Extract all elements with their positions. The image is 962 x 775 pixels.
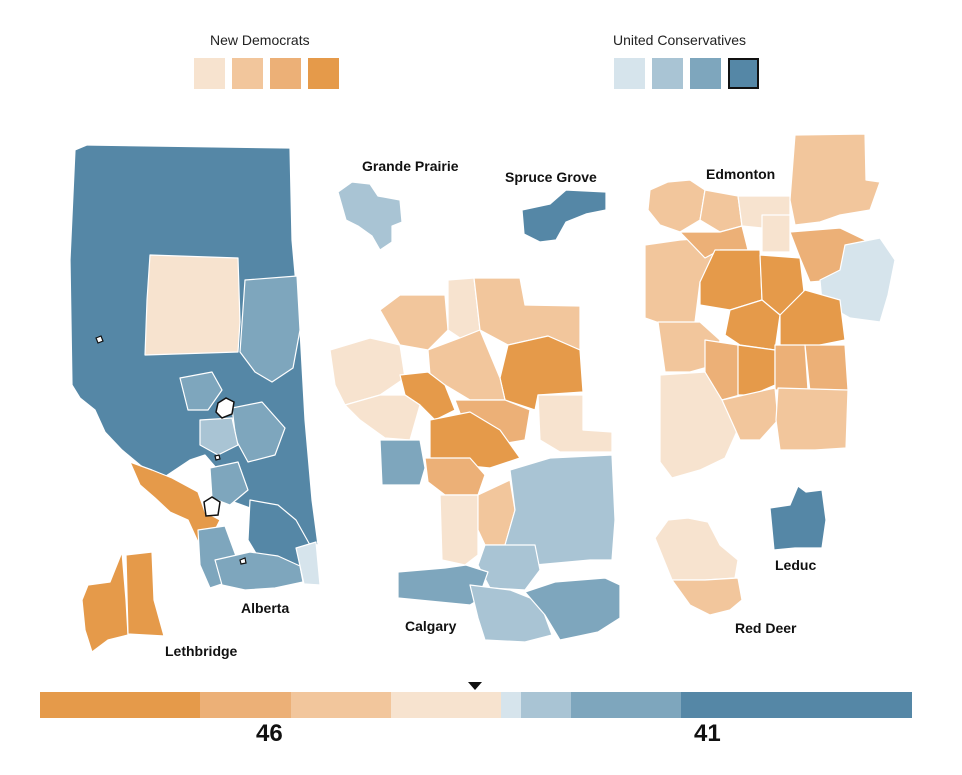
red-deer-south[interactable] [671,577,743,616]
legend-title-ucp: United Conservatives [613,32,747,48]
red-deer-map [654,517,743,616]
edmonton-ne-1[interactable] [789,133,881,226]
label-lethbridge: Lethbridge [165,643,238,659]
calgary-se-1[interactable] [504,454,616,566]
edmonton-se-2[interactable] [804,344,849,393]
calgary-sw-1[interactable] [344,394,421,441]
legend-swatches-ucp [614,58,759,89]
ndp-swatch-2[interactable] [232,58,263,89]
ndp-swatch-1[interactable] [194,58,225,89]
ndp-swatch-4[interactable] [308,58,339,89]
edmonton-s-4[interactable] [775,387,849,451]
seat-bar-segment[interactable] [290,692,391,718]
ndp-swatch-3[interactable] [270,58,301,89]
label-alberta: Alberta [241,600,290,616]
edmonton-nw-1[interactable] [647,179,706,233]
lethbridge-map [81,551,165,653]
alberta-riding-central-4[interactable] [209,461,249,506]
calgary-s-2[interactable] [439,494,479,566]
spruce-grove-riding[interactable] [521,189,607,243]
label-spruce-grove: Spruce Grove [505,169,597,185]
ucp-swatch-1[interactable] [614,58,645,89]
calgary-se-3[interactable] [524,577,621,641]
election-map [69,133,896,653]
spruce-grove-map [521,189,607,243]
alberta-riding-lakeland[interactable] [239,275,301,383]
ucp-swatch-2[interactable] [652,58,683,89]
seat-bar-segment[interactable] [571,692,682,718]
seat-bar [40,692,912,718]
seat-bar-segment[interactable] [681,692,912,718]
edmonton-sw-2[interactable] [659,371,743,479]
leduc-map [769,485,827,551]
edmonton-map [644,133,896,479]
legend-swatches-ndp [194,58,339,89]
seat-bar-segment[interactable] [501,692,522,718]
calgary-n-1[interactable] [473,277,581,351]
seat-bar-segment[interactable] [40,692,201,718]
calgary-w-1[interactable] [329,337,406,406]
red-deer-north[interactable] [654,517,739,581]
alberta-leth-outline [239,557,247,565]
alberta-calgary-outline [203,496,221,517]
seat-bar-segment[interactable] [200,692,291,718]
leduc-riding[interactable] [769,485,827,551]
calgary-se-2[interactable] [477,544,541,591]
alberta-riding-central-1[interactable] [179,371,223,411]
label-red-deer: Red Deer [735,620,797,636]
lethbridge-east[interactable] [125,551,165,637]
edmonton-s-3[interactable] [721,387,779,441]
alberta-gp-outline [95,335,104,344]
calgary-sw-2[interactable] [397,564,489,606]
edmonton-s-2[interactable] [737,344,776,396]
calgary-e-1[interactable] [537,394,613,453]
ucp-swatch-4[interactable] [728,58,759,89]
label-grande-prairie: Grande Prairie [362,158,459,174]
seat-bar-segment[interactable] [390,692,502,718]
alberta-reddeer-outline [214,454,221,461]
grande-prairie-map [337,181,403,251]
calgary-nw-1[interactable] [379,294,449,351]
edmonton-n-3[interactable] [761,214,791,253]
label-leduc: Leduc [775,557,817,573]
label-calgary: Calgary [405,618,457,634]
edmonton-se-1[interactable] [774,344,809,391]
calgary-w-3[interactable] [379,439,426,486]
edmonton-n-1[interactable] [699,189,743,233]
grande-prairie-riding[interactable] [337,181,403,251]
seat-bar-segment[interactable] [521,692,572,718]
alberta-riding-fort-mcmurray[interactable] [144,254,241,356]
lethbridge-west[interactable] [81,551,129,653]
ucp-swatch-3[interactable] [690,58,721,89]
calgary-map [329,277,621,643]
legend-title-ndp: New Democrats [210,32,310,48]
ucp-seat-count: 41 [694,720,721,747]
alberta-riding-central-3[interactable] [199,417,239,456]
majority-marker-icon [468,682,482,690]
alberta-map [69,144,321,591]
alberta-edmonton-outline [215,397,235,419]
ndp-seat-count: 46 [256,720,283,747]
alberta-riding-cypress[interactable] [295,541,321,586]
label-edmonton: Edmonton [706,166,776,182]
